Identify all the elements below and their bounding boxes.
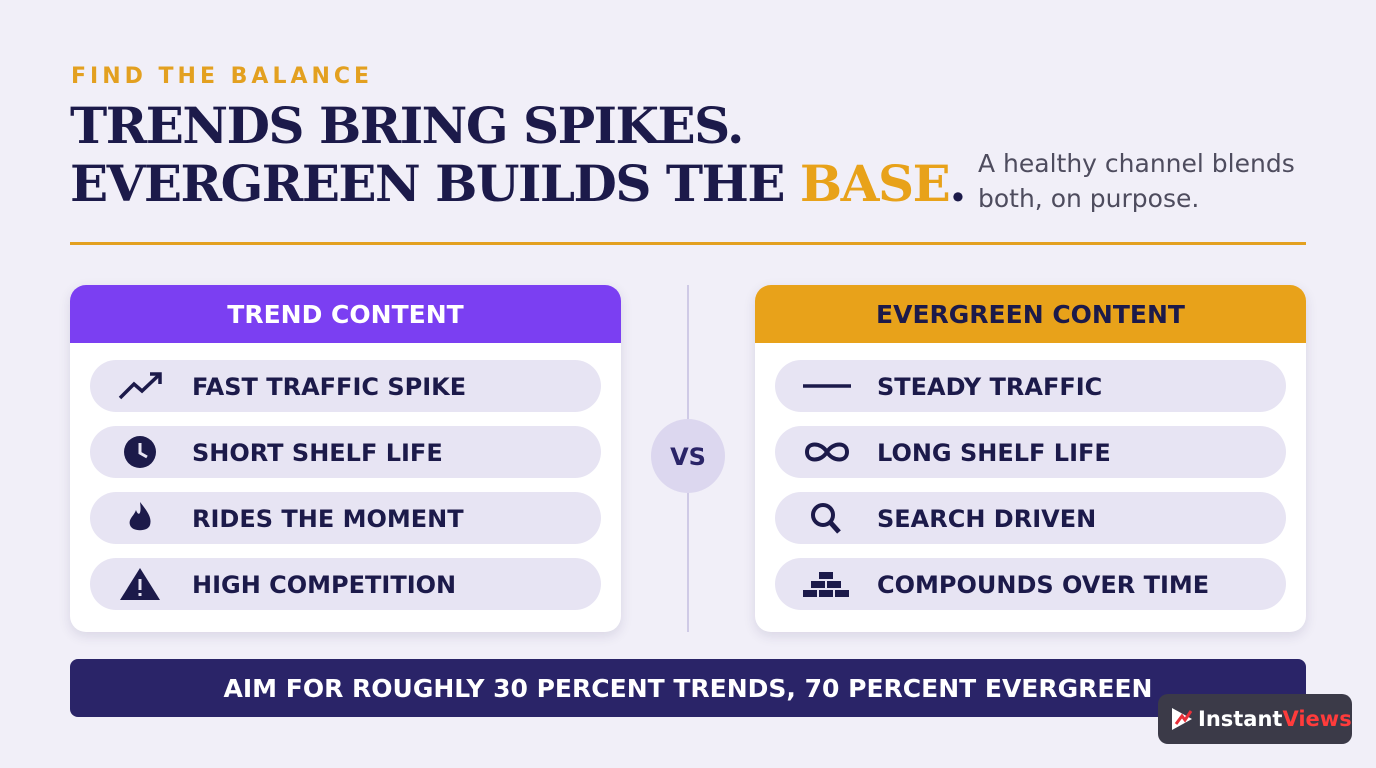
item-label: SHORT SHELF LIFE [192, 439, 443, 467]
title-line: TRENDS BRING SPIKES. [70, 96, 744, 155]
item: HIGH COMPETITION [90, 558, 601, 610]
logo-part: Views [1282, 707, 1352, 731]
item: FAST TRAFFIC SPIKE [90, 360, 601, 412]
icon-search [811, 503, 841, 534]
item: RIDES THE MOMENT [90, 492, 601, 544]
item-label: FAST TRAFFIC SPIKE [192, 373, 467, 401]
item-label: LONG SHELF LIFE [877, 439, 1111, 467]
item-label: RIDES THE MOMENT [192, 505, 464, 533]
logo-part: Instant [1198, 707, 1283, 731]
trend-panel: TREND CONTENT FAST TRAFFIC SPIKE SHORT S… [70, 285, 621, 632]
title-end: . [949, 154, 966, 213]
panel-title: TREND CONTENT [70, 285, 621, 343]
logo: InstantViews [1158, 694, 1352, 744]
icon-infinity [804, 442, 850, 462]
footer-banner: AIM FOR ROUGHLY 30 PERCENT TRENDS, 70 PE… [70, 659, 1306, 717]
evergreen-panel: EVERGREEN CONTENT STEADY TRAFFIC LONG SH… [755, 285, 1306, 632]
vs-badge: VS [651, 419, 725, 493]
title-text: EVERGREEN BUILDS THE [70, 154, 786, 213]
subtitle: A healthy channel blends both, on purpos… [978, 149, 1295, 213]
title-line: EVERGREEN BUILDS THE BASE. [70, 154, 967, 213]
item-label: SEARCH DRIVEN [877, 505, 1097, 533]
icon-trend [118, 372, 162, 400]
title-highlight: BASE [799, 154, 951, 213]
icon-flame [129, 502, 151, 531]
panel-title: EVERGREEN CONTENT [755, 285, 1306, 343]
icon-warning [120, 568, 160, 600]
item-label: COMPOUNDS OVER TIME [877, 571, 1210, 599]
item: SHORT SHELF LIFE [90, 426, 601, 478]
icon-clock [124, 436, 156, 468]
logo-icon [1172, 708, 1193, 730]
divider-rule [70, 242, 1306, 245]
item: STEADY TRAFFIC [775, 360, 1286, 412]
item: LONG SHELF LIFE [775, 426, 1286, 478]
item-label: HIGH COMPETITION [192, 571, 457, 599]
item-label: STEADY TRAFFIC [877, 373, 1103, 401]
icon-line [803, 384, 851, 388]
item: SEARCH DRIVEN [775, 492, 1286, 544]
item: COMPOUNDS OVER TIME [775, 558, 1286, 610]
icon-bricks [803, 572, 849, 597]
logo-text: InstantViews [1198, 694, 1352, 744]
eyebrow: FIND THE BALANCE [71, 64, 374, 89]
